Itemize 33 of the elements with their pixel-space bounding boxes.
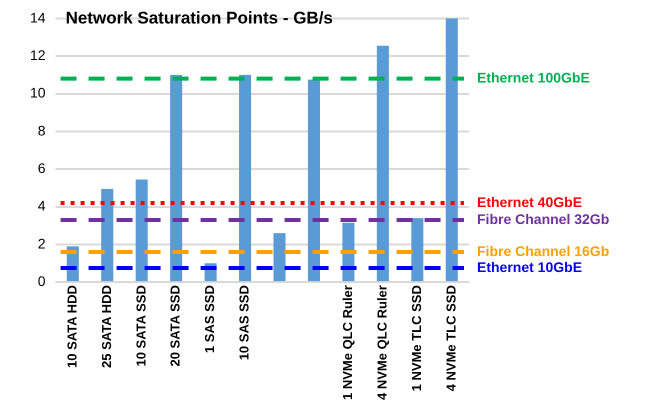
x-tick-label: 1 SAS SSD: [202, 285, 218, 354]
bar: [308, 80, 320, 282]
bar: [411, 218, 424, 282]
x-tick-label: 10 SATA SSD: [133, 285, 148, 367]
bar: [170, 74, 182, 282]
y-tick-label: 14: [30, 9, 46, 26]
ref-line-label: Ethernet 10GbE: [477, 258, 582, 275]
x-tick-label: 1 NVMe TLC SSD: [408, 285, 424, 392]
x-tick-label: 10 SAS SSD: [236, 285, 252, 360]
y-tick-label: 2: [38, 235, 46, 252]
bar: [136, 179, 148, 282]
x-tick-label: 4 NVMe TLC SSD: [443, 285, 458, 392]
y-tick-label: 10: [30, 84, 46, 101]
ref-line-label: Ethernet 100GbE: [477, 70, 590, 86]
y-tick-label: 4: [38, 198, 46, 214]
x-tick-label: 25 SATA HDD: [98, 285, 114, 368]
x-tick-label: 10 SATA HDD: [64, 285, 80, 368]
bar: [101, 188, 114, 282]
bar: [376, 46, 389, 282]
x-tick-label: 4 NVMe QLC Ruler: [374, 285, 390, 400]
x-tick-label: 1 NVMe QLC Ruler: [340, 285, 355, 400]
y-tick-label: 6: [38, 160, 46, 176]
ref-line-label: Ethernet 40GbE: [477, 194, 582, 210]
y-tick-label: 0: [38, 273, 46, 290]
bar: [239, 74, 252, 282]
x-tick-label: 20 SATA SSD: [168, 285, 183, 367]
y-tick-label: 8: [38, 122, 46, 138]
chart-title: Network Saturation Points - GB/s: [66, 8, 333, 28]
bar: [273, 233, 286, 282]
y-tick-label: 12: [30, 46, 46, 63]
bar: [446, 18, 458, 282]
ref-line-label: Fibre Channel 32Gb: [477, 210, 610, 227]
ref-line-label: Fibre Channel 16Gb: [477, 242, 610, 259]
